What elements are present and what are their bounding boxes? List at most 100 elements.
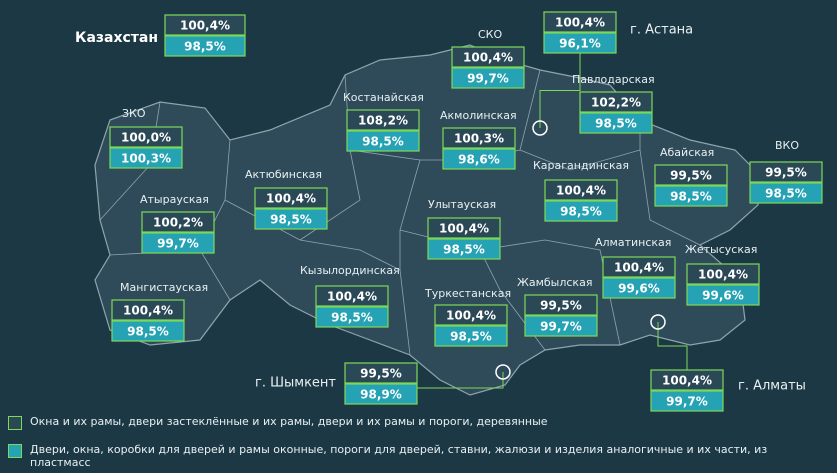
value-box-bottom xyxy=(427,238,501,260)
value-box-bottom xyxy=(442,148,516,170)
value-box-top xyxy=(141,211,215,233)
value-top: 100,4% xyxy=(698,268,748,282)
region-name: Мангистауская xyxy=(120,281,208,294)
region-name: Жамбылская xyxy=(517,276,592,289)
value-bottom: 99,6% xyxy=(702,289,744,303)
value-box-top xyxy=(686,263,760,285)
value-box-top xyxy=(602,256,676,278)
value-top: 100,4% xyxy=(555,16,605,30)
value-box-top xyxy=(543,11,617,33)
legend-text: Двери, окна, коробки для дверей и рамы о… xyxy=(30,443,768,469)
region-name: Туркестанская xyxy=(424,287,511,300)
region-name: Улытауская xyxy=(428,198,496,211)
legend-swatch xyxy=(8,416,22,430)
value-top: 108,2% xyxy=(358,114,408,128)
value-top: 99,5% xyxy=(360,367,402,381)
value-top: 100,2% xyxy=(153,216,203,230)
city-marker xyxy=(532,120,548,136)
value-bottom: 98,5% xyxy=(560,205,602,219)
region-name: ВКО xyxy=(775,139,799,152)
value-box-bottom xyxy=(654,185,728,207)
legend-text: Окна и их рамы, двери застеклённые и их … xyxy=(30,415,548,428)
value-box-top xyxy=(451,46,525,68)
value-top: 99,5% xyxy=(765,166,807,180)
region-name: г. Астана xyxy=(630,23,693,38)
value-box-top xyxy=(109,126,183,148)
value-top: 100,4% xyxy=(463,51,513,65)
value-box-bottom xyxy=(109,147,183,169)
value-box-top xyxy=(427,217,501,239)
region-name: Жетысуская xyxy=(685,243,757,256)
value-box-top xyxy=(442,127,516,149)
country-name: Казахстан xyxy=(75,30,158,46)
value-bottom: 99,6% xyxy=(618,282,660,296)
value-box-top xyxy=(164,14,246,36)
region-name: г. Шымкент xyxy=(255,376,336,391)
value-bottom: 98,5% xyxy=(670,190,712,204)
value-box-bottom xyxy=(111,320,185,342)
value-bottom: 98,5% xyxy=(443,243,485,257)
value-top: 100,0% xyxy=(121,131,171,145)
region-name: Алматинская xyxy=(595,236,671,249)
value-top: 100,4% xyxy=(556,184,606,198)
city-marker xyxy=(650,314,666,330)
value-box-bottom xyxy=(434,325,508,347)
region-name: Абайская xyxy=(660,146,714,159)
leader-line xyxy=(657,322,688,370)
region-name: Костанайская xyxy=(343,91,424,104)
value-box-bottom xyxy=(650,390,724,412)
value-bottom: 98,5% xyxy=(362,135,404,149)
value-top: 100,4% xyxy=(123,304,173,318)
value-box-bottom xyxy=(579,112,653,134)
region-name: ЗКО xyxy=(122,107,146,120)
value-top: 100,4% xyxy=(180,19,230,33)
value-box-top xyxy=(579,91,653,113)
value-box-bottom xyxy=(346,130,420,152)
value-bottom: 98,5% xyxy=(765,187,807,201)
value-box-bottom xyxy=(315,306,389,328)
value-bottom: 98,5% xyxy=(270,213,312,227)
value-top: 100,4% xyxy=(327,290,377,304)
value-bottom: 100,3% xyxy=(121,152,171,166)
value-box-top xyxy=(654,164,728,186)
value-box-bottom xyxy=(686,284,760,306)
value-box-top xyxy=(315,285,389,307)
value-top: 100,4% xyxy=(439,222,489,236)
value-box-top xyxy=(650,369,724,391)
value-box-bottom xyxy=(451,67,525,89)
value-box-bottom xyxy=(543,32,617,54)
value-box-top xyxy=(346,109,420,131)
region-name: Акмолинская xyxy=(440,109,517,122)
legend-swatch xyxy=(8,444,22,458)
region-name: СКО xyxy=(478,28,502,41)
value-box-bottom xyxy=(544,200,618,222)
value-top: 100,4% xyxy=(266,192,316,206)
value-box-bottom xyxy=(254,208,328,230)
value-box-top xyxy=(254,187,328,209)
value-box-top xyxy=(434,304,508,326)
region-name: Атырауская xyxy=(140,193,209,206)
value-box-bottom xyxy=(344,383,418,405)
value-box-top xyxy=(344,362,418,384)
leader-line xyxy=(539,53,581,128)
value-top: 102,2% xyxy=(591,96,641,110)
value-top: 99,5% xyxy=(540,299,582,313)
value-top: 100,4% xyxy=(446,309,496,323)
value-box-bottom xyxy=(524,315,598,337)
value-bottom: 99,7% xyxy=(540,320,582,334)
value-bottom: 99,7% xyxy=(157,237,199,251)
value-box-bottom xyxy=(749,182,823,204)
region-name: Павлодарская xyxy=(572,73,655,86)
legend-item: Двери, окна, коробки для дверей и рамы о… xyxy=(8,443,828,469)
value-top: 99,5% xyxy=(670,169,712,183)
legend-item: Окна и их рамы, двери застеклённые и их … xyxy=(8,415,828,430)
value-bottom: 98,5% xyxy=(127,325,169,339)
value-bottom: 98,6% xyxy=(458,153,500,167)
city-marker xyxy=(495,364,511,380)
value-box-bottom xyxy=(164,35,246,57)
value-bottom: 98,5% xyxy=(595,117,637,131)
value-bottom: 99,7% xyxy=(467,72,509,86)
region-name: г. Алматы xyxy=(738,379,806,394)
